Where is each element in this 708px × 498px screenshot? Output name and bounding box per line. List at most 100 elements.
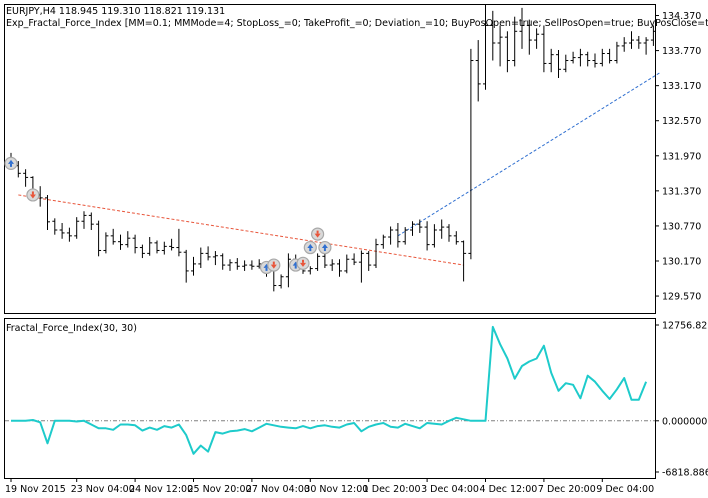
price-bar [468, 48, 474, 260]
price-bar [417, 219, 423, 233]
price-bar [139, 244, 145, 259]
price-tick-label: 130.170 [662, 256, 701, 267]
price-bar [592, 53, 598, 68]
price-bar [366, 251, 372, 271]
price-bar [96, 220, 102, 257]
price-bar [161, 241, 167, 255]
sell-trend-line [18, 194, 464, 266]
price-bar [212, 251, 218, 266]
sell-signal-icon [26, 188, 40, 202]
price-bar [504, 31, 510, 73]
price-bar [118, 234, 123, 250]
price-bar [410, 221, 415, 236]
price-tick-label: 130.770 [662, 221, 701, 232]
price-tick-label: 134.370 [662, 11, 701, 22]
price-bar [453, 231, 459, 245]
indicator-series [5, 325, 655, 455]
buy-signal-icon [318, 240, 332, 255]
time-tick-label: 25 Nov 20:00 [188, 484, 252, 495]
price-tick-label: 133.170 [662, 81, 701, 92]
price-bar [599, 48, 605, 67]
sell-signal-icon [311, 227, 325, 241]
buy-trend-line [397, 71, 661, 237]
price-tick-label: 131.970 [662, 151, 701, 162]
time-tick-label: 27 Nov 04:00 [246, 484, 310, 495]
price-bar [431, 224, 437, 248]
price-bar [183, 249, 189, 283]
price-bar [541, 25, 547, 73]
price-bar [45, 194, 50, 231]
price-bar [439, 219, 445, 239]
price-bar [526, 19, 532, 55]
symbol-header: EURJPY,H4 118.945 119.310 118.821 119.13… [6, 6, 225, 17]
price-bar [147, 237, 153, 256]
force-index-line [11, 325, 648, 455]
price-bar [285, 253, 291, 288]
price-bar [490, 10, 496, 61]
trend-lines [18, 71, 661, 266]
price-bar [446, 224, 452, 242]
price-bar [570, 51, 576, 64]
price-bar [23, 169, 29, 187]
time-tick-label: 1 Dec 20:00 [363, 484, 421, 495]
price-bar [519, 7, 525, 49]
indicator-axis: 12756.8270 0.000000 -6818.8864 [655, 321, 708, 479]
price-bar [388, 226, 394, 245]
price-bar [329, 259, 335, 271]
price-bar [88, 212, 94, 231]
time-tick-label: 30 Nov 12:00 [304, 484, 368, 495]
price-bar [220, 253, 226, 270]
price-bar [278, 274, 284, 289]
indicator-tick-label: 0.000000 [662, 416, 707, 427]
price-bar [249, 260, 255, 270]
price-bar [344, 254, 350, 274]
price-bar [176, 228, 182, 257]
price-bar [52, 218, 58, 235]
time-tick-label: 9 Dec 04:00 [596, 484, 654, 495]
indicator-title: Fractal_Force_Index(30, 30) [6, 323, 137, 334]
price-bar [563, 54, 569, 73]
price-bar [424, 221, 430, 251]
indicator-pane-frame[interactable] [4, 318, 656, 479]
price-bar [373, 238, 379, 268]
price-pane-frame[interactable] [4, 4, 656, 314]
trade-signals [4, 156, 332, 275]
price-bar [81, 211, 87, 229]
price-axis: 134.370 133.770 133.170 132.570 131.970 131.3… [655, 11, 701, 303]
price-bar [198, 247, 204, 268]
price-bar [234, 258, 240, 270]
price-bar [643, 37, 649, 55]
price-bar [512, 16, 518, 67]
buy-signal-icon [303, 240, 317, 255]
price-bar [59, 222, 65, 239]
time-tick-label: 19 Nov 2015 [5, 484, 66, 495]
price-bar [577, 48, 583, 67]
buy-signal-icon [4, 156, 18, 170]
sell-signal-icon [296, 256, 310, 270]
price-bar [556, 50, 561, 79]
price-bar [461, 240, 467, 282]
price-bar [307, 266, 313, 275]
indicator-tick-label: -6818.8864 [662, 468, 708, 479]
time-tick-label: 7 Dec 20:00 [538, 484, 596, 495]
price-bar [315, 253, 321, 271]
time-tick-label: 24 Nov 12:00 [129, 484, 193, 495]
price-bar [636, 35, 642, 49]
price-bar [74, 217, 80, 239]
price-bar [351, 253, 357, 266]
price-bar [497, 25, 503, 67]
price-bar [169, 238, 175, 251]
time-tick-label: 4 Dec 12:00 [480, 484, 538, 495]
price-bar [154, 240, 160, 254]
price-bar [629, 31, 634, 49]
indicator-tick-label: 12756.8270 [662, 321, 708, 332]
price-bar [103, 232, 109, 254]
price-bar [585, 51, 591, 67]
price-bar [402, 227, 408, 245]
price-bar [132, 234, 138, 254]
sell-signal-icon [267, 258, 281, 272]
price-bar [66, 227, 72, 242]
time-tick-label: 3 Dec 04:00 [421, 484, 479, 495]
price-tick-label: 132.570 [662, 116, 701, 127]
